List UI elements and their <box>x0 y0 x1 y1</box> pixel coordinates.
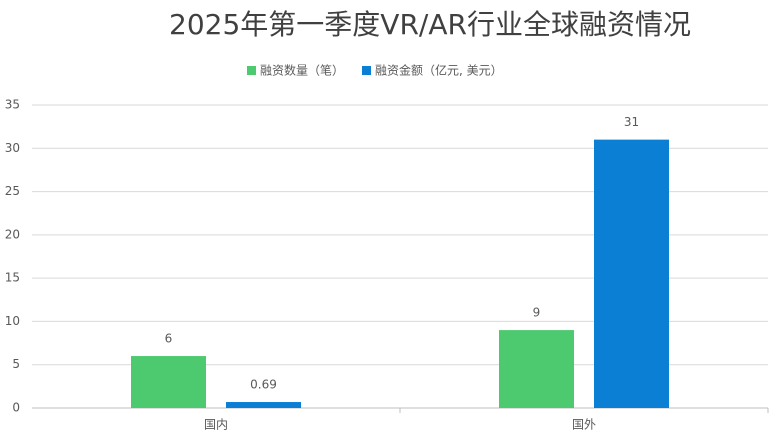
bar <box>226 402 301 408</box>
data-label: 0.69 <box>250 378 277 392</box>
data-label: 6 <box>165 332 173 346</box>
y-tick-label: 35 <box>5 98 20 112</box>
data-label: 9 <box>533 306 541 320</box>
legend-label: 融资金额（亿元, 美元） <box>375 63 503 78</box>
x-tick-label: 国外 <box>572 418 596 432</box>
y-tick-label: 25 <box>5 184 20 198</box>
legend-label: 融资数量（笔） <box>260 63 344 78</box>
legend-swatch <box>247 66 256 75</box>
legend-swatch <box>362 66 372 75</box>
y-tick-label: 15 <box>5 271 20 285</box>
bar <box>499 330 574 408</box>
y-tick-label: 5 <box>12 357 20 371</box>
x-tick-label: 国内 <box>204 418 228 432</box>
y-tick-label: 0 <box>12 401 20 415</box>
y-tick-label: 30 <box>5 141 20 155</box>
data-label: 31 <box>624 115 639 129</box>
y-tick-label: 20 <box>5 227 20 241</box>
y-tick-label: 10 <box>5 314 20 328</box>
bar <box>594 139 669 408</box>
chart-title: 2025年第一季度VR/AR行业全球融资情况 <box>169 8 691 41</box>
bar <box>131 356 206 408</box>
